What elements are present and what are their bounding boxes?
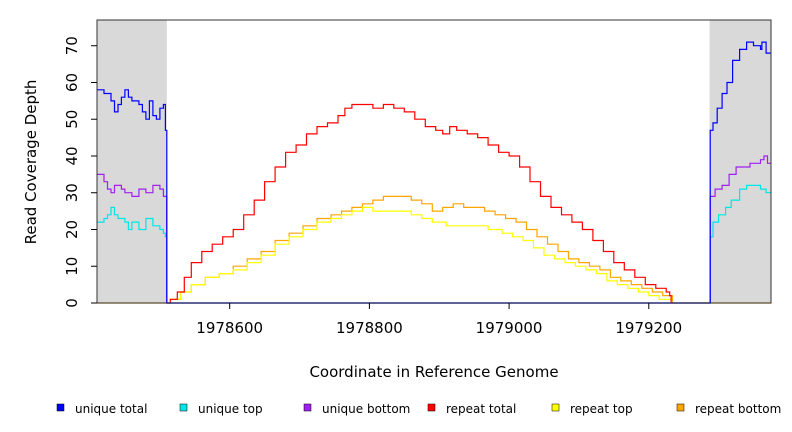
legend-swatch — [427, 403, 436, 412]
y-axis-label: Read Coverage Depth — [22, 80, 40, 245]
y-tick-label: 40 — [63, 146, 81, 165]
legend-swatch — [56, 403, 65, 412]
y-tick-label: 50 — [63, 110, 81, 129]
series-line-repeat-total — [166, 103, 672, 304]
legend-item: repeat total — [427, 402, 516, 416]
legend-swatch — [676, 403, 685, 412]
x-tick-label: 1979200 — [615, 319, 682, 337]
legend-item: repeat bottom — [676, 402, 781, 416]
legend-swatch — [179, 403, 188, 412]
y-tick-label: 30 — [63, 183, 81, 202]
legend-item: unique total — [56, 402, 147, 416]
x-tick-label: 1979000 — [476, 319, 543, 337]
shaded-region-1 — [709, 20, 771, 303]
legend-label: unique total — [75, 402, 147, 416]
x-tick-label: 1978600 — [196, 319, 263, 337]
series-line-unique-bottom — [97, 155, 771, 304]
x-tick-label: 1978800 — [336, 319, 403, 337]
plot-frame — [96, 19, 772, 304]
legend-item: repeat top — [551, 402, 633, 416]
series-line-unique-total — [97, 41, 771, 304]
legend-label: unique top — [198, 402, 263, 416]
series-line-repeat-bottom — [97, 195, 771, 304]
series-layer — [97, 41, 771, 304]
legend-swatch — [551, 403, 560, 412]
y-tick-label: 70 — [63, 36, 81, 55]
y-tick-label: 60 — [63, 73, 81, 92]
legend-swatch — [303, 403, 312, 412]
shaded-regions — [97, 20, 771, 303]
series-line-repeat-top — [166, 206, 672, 304]
x-axis-label: Coordinate in Reference Genome — [309, 363, 558, 381]
legend-label: repeat bottom — [695, 402, 781, 416]
y-tick-label: 10 — [63, 257, 81, 276]
legend-label: repeat total — [446, 402, 516, 416]
series-line-unique-top — [97, 184, 771, 304]
legend-label: unique bottom — [322, 402, 410, 416]
shaded-region-0 — [97, 20, 167, 303]
legend: unique total unique top unique bottom repea… — [56, 402, 781, 416]
y-tick-label: 0 — [63, 298, 81, 308]
legend-item: unique bottom — [303, 402, 410, 416]
y-tick-label: 20 — [63, 220, 81, 239]
y-axis: 0 10 20 30 40 50 60 70 — [63, 36, 97, 308]
legend-label: repeat top — [570, 402, 633, 416]
x-axis: 1978600 1978800 1979000 1979200 — [196, 303, 682, 337]
legend-item: unique top — [179, 402, 263, 416]
